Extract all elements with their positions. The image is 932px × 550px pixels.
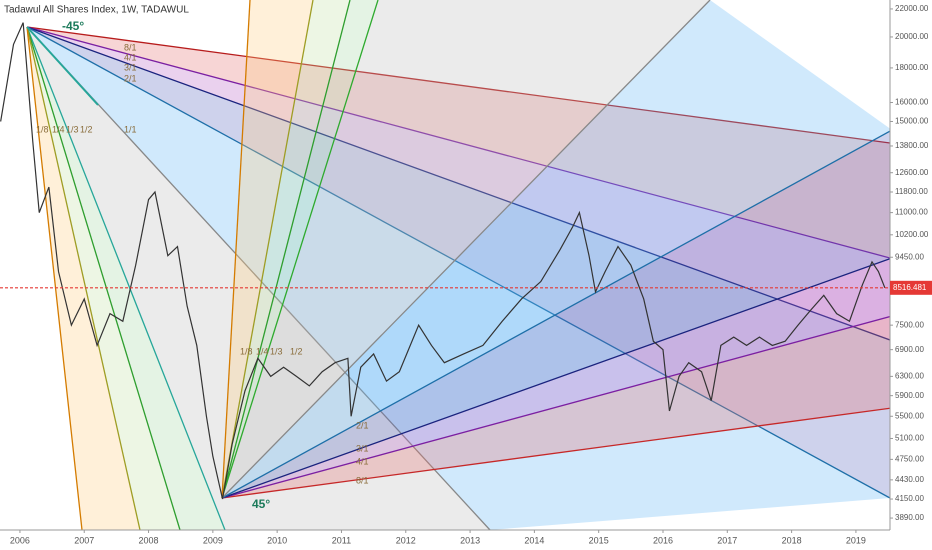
plot-area — [0, 0, 890, 530]
fan-label: 1/2 — [290, 346, 303, 356]
y-tick-label: 7500.00 — [895, 320, 924, 329]
fan-line — [26, 26, 99, 106]
last-price-box — [890, 280, 932, 295]
fan-fill — [27, 27, 890, 530]
fan-line — [221, 0, 711, 499]
fan-label: 3/1 — [356, 443, 369, 453]
x-tick-label: 2018 — [782, 535, 802, 545]
y-tick-label: 5100.00 — [895, 434, 924, 443]
y-tick-label: 10200.00 — [895, 230, 929, 239]
y-tick-label: 6900.00 — [895, 345, 924, 354]
x-tick-label: 2012 — [396, 535, 416, 545]
x-tick-label: 2016 — [653, 535, 673, 545]
x-tick-label: 2017 — [717, 535, 737, 545]
last-price-label: 8516.481 — [893, 283, 927, 292]
x-tick-label: 2007 — [74, 535, 94, 545]
fan-line — [26, 26, 226, 531]
fan-line — [221, 0, 251, 499]
fan-line — [26, 26, 141, 531]
fan-label: 45° — [252, 497, 270, 511]
fan-line — [221, 0, 351, 499]
fan-line — [26, 26, 83, 531]
fan-label: 1/1 — [124, 124, 137, 134]
y-tick-label: 6300.00 — [895, 371, 924, 380]
x-tick-label: 2015 — [589, 535, 609, 545]
fan-line — [221, 0, 379, 499]
y-tick-label: 5900.00 — [895, 391, 924, 400]
fan-line — [26, 26, 891, 499]
fan-label: 1/8 — [240, 346, 253, 356]
y-tick-label: 12600.00 — [895, 168, 929, 177]
y-tick-label: 11800.00 — [895, 187, 928, 196]
x-axis-panel — [0, 530, 890, 550]
fan-line — [221, 257, 893, 499]
gann-fans — [26, 0, 893, 531]
x-tick-label: 2013 — [460, 535, 480, 545]
fan-line — [26, 26, 891, 259]
y-tick-label: 11000.00 — [895, 208, 928, 217]
chart-title: Tadawul All Shares Index, 1W, TADAWUL — [4, 5, 189, 16]
x-tick-label: 2014 — [524, 535, 544, 545]
x-tick-label: 2009 — [203, 535, 223, 545]
x-tick-label: 2008 — [139, 535, 159, 545]
fan-line — [221, 129, 893, 499]
y-tick-label: 13800.00 — [895, 141, 929, 150]
y-tick-label: 4430.00 — [895, 475, 924, 484]
y-axis-panel — [890, 0, 932, 550]
fan-label: 8/1 — [356, 475, 369, 485]
fan-label: -45° — [62, 19, 84, 33]
x-tick-label: 2011 — [332, 535, 351, 545]
y-tick-label: 20000.00 — [895, 32, 929, 41]
fan-label: 1/3 — [270, 346, 283, 356]
fan-line — [221, 0, 314, 499]
y-tick-label: 16000.00 — [895, 98, 929, 107]
y-tick-label: 9450.00 — [895, 252, 924, 261]
fan-label: 2/1 — [356, 420, 369, 430]
fan-label: 1/4 — [52, 124, 65, 134]
y-tick-label: 22000.00 — [895, 4, 929, 13]
x-tick-label: 2019 — [846, 535, 866, 545]
fan-label: 3/1 — [124, 62, 137, 72]
fan-label: 4/1 — [356, 456, 369, 466]
fan-label: 1/8 — [36, 124, 49, 134]
fan-label: 8/1 — [124, 42, 137, 52]
fan-label: 4/1 — [124, 52, 137, 62]
fan-line — [221, 407, 893, 499]
fan-label: 1/2 — [80, 124, 93, 134]
fan-label: 2/1 — [124, 73, 137, 83]
fan-line — [221, 315, 893, 499]
x-tick-label: 2006 — [10, 535, 30, 545]
fan-label: 1/4 — [256, 346, 269, 356]
fan-line — [26, 26, 891, 144]
y-tick-label: 4750.00 — [895, 454, 924, 463]
fan-label: 1/3 — [66, 124, 79, 134]
fan-fill — [222, 0, 892, 498]
y-tick-label: 18000.00 — [895, 63, 929, 72]
fan-line — [26, 26, 181, 531]
y-tick-label: 5500.00 — [895, 411, 924, 420]
y-tick-label: 15000.00 — [895, 117, 929, 126]
x-tick-label: 2010 — [267, 535, 287, 545]
y-tick-label: 4150.00 — [895, 494, 924, 503]
y-tick-label: 3890.00 — [895, 513, 924, 522]
price-line — [0, 22, 886, 500]
